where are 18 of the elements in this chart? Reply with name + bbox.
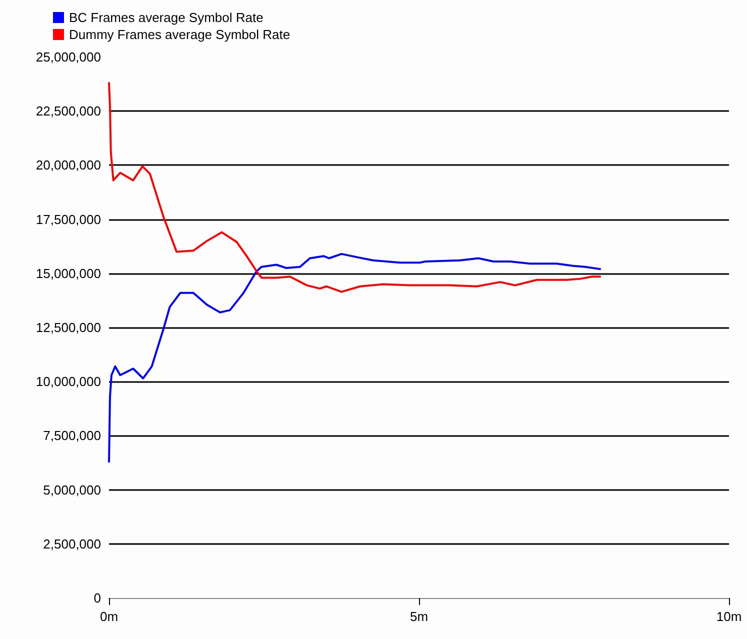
x-tick-label: 10m <box>716 609 742 624</box>
y-tick-label: 22,500,000 <box>36 104 101 119</box>
y-tick-label: 17,500,000 <box>36 212 101 227</box>
line-series <box>108 82 602 293</box>
line-series <box>108 252 602 463</box>
x-tick-label: 0m <box>100 609 118 624</box>
y-tick-label: 15,000,000 <box>36 266 101 281</box>
legend-label: Dummy Frames average Symbol Rate <box>69 27 290 42</box>
y-tick-label: 20,000,000 <box>36 158 101 173</box>
y-tick-label: 0 <box>94 590 101 606</box>
legend-label: BC Frames average Symbol Rate <box>69 10 264 25</box>
y-tick-label: 10,000,000 <box>36 374 101 390</box>
y-tick-label: 12,500,000 <box>36 320 101 335</box>
y-tick-label: 25,000,000 <box>36 50 101 64</box>
y-tick-label: 2,500,000 <box>43 536 101 552</box>
x-tick-label: 5m <box>410 609 428 624</box>
y-tick-label: 7,500,000 <box>43 428 101 444</box>
y-tick-label: 5,000,000 <box>43 482 101 498</box>
